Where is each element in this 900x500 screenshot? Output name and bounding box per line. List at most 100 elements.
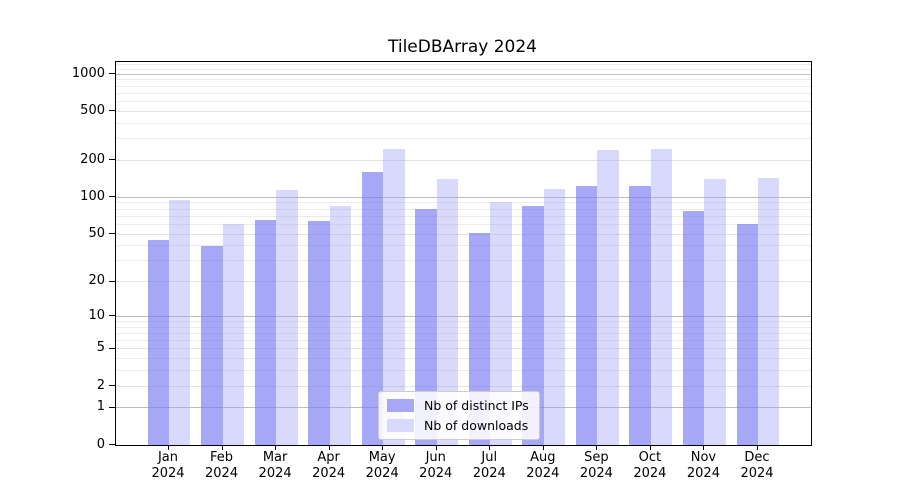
x-tick-mark <box>703 445 705 450</box>
y-tick-label: 5 <box>96 340 105 356</box>
x-tick-label: Aug 2024 <box>511 450 575 482</box>
grid-line-minor <box>116 326 811 328</box>
x-tick-mark <box>435 445 437 450</box>
grid-line <box>116 385 811 387</box>
y-tick-mark <box>109 444 115 445</box>
grid-line-minor <box>116 223 811 225</box>
bar-distinct-ips <box>683 210 705 445</box>
x-tick-label: Sep 2024 <box>564 450 628 482</box>
bar-downloads <box>436 179 459 445</box>
y-tick-mark <box>109 73 115 75</box>
x-tick-mark <box>221 445 223 450</box>
grid-line-minor <box>116 320 811 322</box>
x-tick-year: 2024 <box>205 466 239 481</box>
x-tick-label: Nov 2024 <box>671 450 735 482</box>
grid-line-minor <box>116 245 811 247</box>
chart-title: TileDBArray 2024 <box>388 37 537 57</box>
y-tick-mark <box>109 315 115 317</box>
x-tick-label: Apr 2024 <box>297 450 361 482</box>
x-tick-year: 2024 <box>312 466 346 481</box>
y-tick-mark <box>109 280 115 282</box>
y-tick-mark <box>109 159 115 161</box>
plot-area <box>115 61 812 446</box>
x-tick-label: Oct 2024 <box>618 450 682 482</box>
y-tick-label: 200 <box>80 151 105 167</box>
x-tick-year: 2024 <box>258 466 292 481</box>
bar-downloads <box>597 149 619 445</box>
y-tick-label: 100 <box>80 188 105 204</box>
x-tick-year: 2024 <box>686 466 720 481</box>
x-tick-month: Mar <box>262 450 288 465</box>
bar-downloads <box>490 201 512 445</box>
grid-line-minor <box>116 85 811 87</box>
x-tick-mark <box>596 445 598 450</box>
bar-downloads <box>757 177 780 445</box>
y-tick-mark <box>109 196 115 198</box>
x-tick-label: Jan 2024 <box>136 450 200 482</box>
x-tick-month: Apr <box>317 450 340 465</box>
x-tick-label: May 2024 <box>350 450 414 482</box>
x-tick-month: Nov <box>690 450 717 465</box>
y-tick-label: 2 <box>96 377 105 393</box>
x-tick-label: Jul 2024 <box>457 450 521 482</box>
bar-downloads <box>383 148 405 445</box>
y-tick-mark <box>109 110 115 112</box>
x-tick-year: 2024 <box>472 466 506 481</box>
grid-line-minor <box>116 64 811 66</box>
x-tick-mark <box>489 445 491 450</box>
x-tick-month: Feb <box>210 450 234 465</box>
bar-distinct-ips <box>415 209 437 445</box>
bar-distinct-ips <box>575 185 598 445</box>
y-tick-label: 20 <box>88 273 105 289</box>
legend-label-distinct-ips: Nb of distinct IPs <box>424 398 529 413</box>
bar-distinct-ips <box>522 205 544 445</box>
grid-line-minor <box>116 332 811 334</box>
y-tick-mark <box>109 233 115 235</box>
bar-downloads <box>169 200 191 445</box>
legend-item-distinct-ips: Nb of distinct IPs <box>387 398 529 413</box>
legend-swatch-downloads-icon <box>387 419 414 432</box>
x-tick-mark <box>382 445 384 450</box>
x-tick-mark <box>328 445 330 450</box>
grid-line-major <box>116 315 811 317</box>
grid-line <box>116 159 811 161</box>
x-tick-month: Jun <box>425 450 446 465</box>
x-tick-mark <box>275 445 277 450</box>
grid-line-minor <box>116 202 811 204</box>
x-tick-month: May <box>368 450 396 465</box>
x-tick-month: Sep <box>584 450 609 465</box>
grid-line-major <box>116 196 811 198</box>
bar-downloads <box>276 190 298 445</box>
x-tick-label: Mar 2024 <box>243 450 307 482</box>
bar-distinct-ips <box>201 245 223 445</box>
x-tick-year: 2024 <box>151 466 185 481</box>
bar-downloads <box>704 179 726 445</box>
bar-downloads <box>650 148 673 445</box>
grid-line-minor <box>116 101 811 103</box>
grid-line-minor <box>116 138 811 140</box>
grid-line-minor <box>116 260 811 262</box>
x-tick-year: 2024 <box>526 466 560 481</box>
bar-distinct-ips <box>629 185 651 445</box>
x-tick-mark <box>542 445 544 450</box>
x-tick-year: 2024 <box>740 466 774 481</box>
bar-distinct-ips <box>736 224 758 445</box>
x-tick-year: 2024 <box>365 466 399 481</box>
x-tick-month: Oct <box>638 450 662 465</box>
grid-line-minor <box>116 79 811 81</box>
y-tick-mark <box>109 347 115 349</box>
x-tick-month: Jul <box>481 450 498 465</box>
x-tick-label: Dec 2024 <box>725 450 789 482</box>
bar-downloads <box>543 189 566 445</box>
x-tick-year: 2024 <box>419 466 453 481</box>
bar-downloads <box>222 224 244 445</box>
x-tick-year: 2024 <box>579 466 613 481</box>
y-tick-mark <box>109 385 115 387</box>
x-tick-mark <box>756 445 758 450</box>
x-tick-month: Dec <box>744 450 770 465</box>
grid-line-minor <box>116 208 811 210</box>
bar-distinct-ips <box>147 239 169 445</box>
x-tick-label: Feb 2024 <box>190 450 254 482</box>
grid-line <box>116 110 811 112</box>
